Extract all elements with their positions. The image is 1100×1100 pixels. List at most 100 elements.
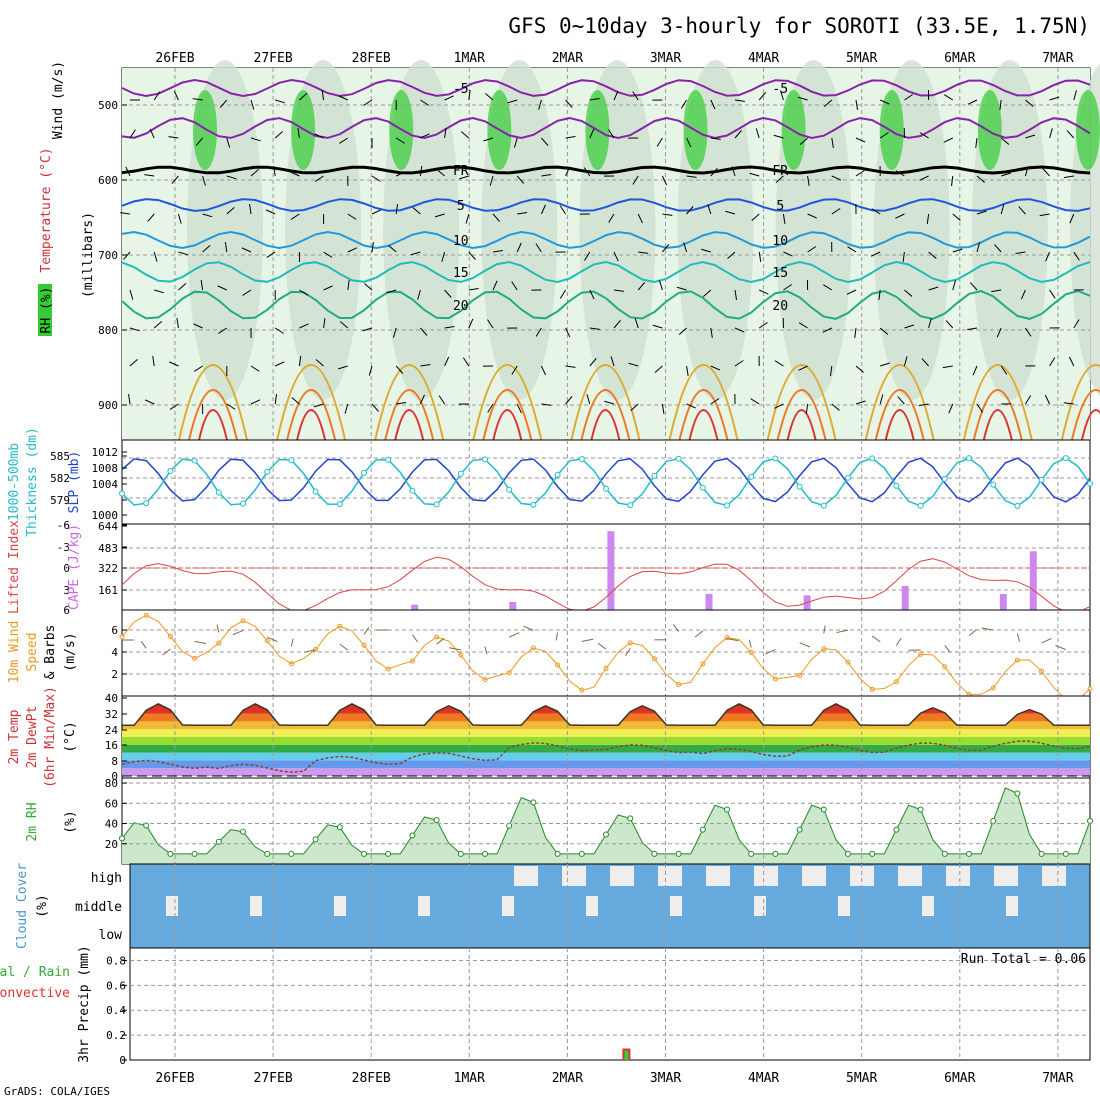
cloud-gap-middle bbox=[586, 896, 598, 916]
cape-label: CAPE (J/kg) bbox=[67, 524, 82, 610]
thickness-marker bbox=[264, 468, 271, 475]
wind-barb bbox=[926, 213, 930, 224]
rh-marker bbox=[457, 850, 464, 857]
wind-barb bbox=[773, 134, 784, 139]
wind-barb bbox=[751, 213, 760, 222]
wind-barb bbox=[1049, 128, 1053, 139]
wind-barb bbox=[774, 403, 784, 409]
date-label-top: 7MAR bbox=[1042, 51, 1073, 66]
wind-barb bbox=[1073, 319, 1080, 329]
warm-contour bbox=[962, 364, 1033, 441]
temp-contour bbox=[121, 165, 1091, 175]
wind-barb bbox=[661, 403, 665, 414]
wind-barb bbox=[219, 99, 228, 108]
cloud-gap-high bbox=[754, 866, 766, 886]
temp-label-3: (6hr Min/Max) bbox=[43, 686, 58, 788]
wind-barb-10m bbox=[765, 649, 776, 655]
wind-barb bbox=[559, 205, 567, 215]
wind-barb bbox=[347, 280, 350, 291]
wind-barb bbox=[976, 175, 985, 183]
wind-barb bbox=[904, 324, 915, 329]
hotter-contour bbox=[982, 409, 1013, 441]
wind-barb bbox=[755, 128, 760, 139]
cape-bar bbox=[901, 585, 909, 610]
contour-label: 20 bbox=[772, 299, 788, 314]
contour-label: FR bbox=[453, 164, 469, 179]
wind-barb bbox=[897, 396, 905, 405]
wind-barb-10m bbox=[871, 635, 881, 643]
wind-barb bbox=[783, 284, 793, 291]
rh-legend-label: RH (%) bbox=[39, 287, 54, 334]
wind-barb bbox=[952, 280, 956, 291]
tick-label: 800 bbox=[98, 324, 118, 337]
wind-barb bbox=[919, 132, 929, 139]
cloud-gap-high bbox=[670, 866, 682, 886]
date-label-top: 4MAR bbox=[748, 51, 779, 66]
wind-barb bbox=[128, 394, 131, 405]
temp-band bbox=[122, 768, 1090, 776]
thickness-marker bbox=[119, 490, 125, 497]
tick-label: 644 bbox=[98, 520, 118, 533]
wind-barb bbox=[654, 365, 663, 374]
rh-marker bbox=[1087, 817, 1093, 824]
cloud-gap-high bbox=[862, 866, 874, 886]
wind-barb bbox=[750, 398, 760, 405]
rh-marker bbox=[845, 850, 851, 857]
cloud-gap-high bbox=[562, 866, 574, 886]
tick-label: 900 bbox=[98, 399, 118, 412]
wind-barb bbox=[831, 208, 841, 215]
wind-barb bbox=[217, 285, 228, 291]
temp-band bbox=[122, 729, 1090, 737]
wind-barb bbox=[468, 288, 479, 291]
wind-barb bbox=[589, 289, 595, 300]
hot-contour bbox=[776, 389, 827, 441]
warm-contour bbox=[276, 364, 347, 441]
wind-barb bbox=[918, 403, 929, 407]
thickness-marker bbox=[966, 455, 972, 462]
wind-barb bbox=[943, 137, 954, 143]
thickness-series bbox=[119, 440, 1093, 524]
wind-barb bbox=[347, 213, 357, 220]
rh-marker bbox=[361, 850, 367, 857]
wind-barb bbox=[952, 213, 961, 221]
rh-marker bbox=[699, 826, 706, 833]
rh-marker bbox=[941, 850, 948, 857]
thickness-marker bbox=[409, 487, 416, 494]
wind-ticks: 6 4 2 bbox=[111, 624, 127, 681]
wind-barb bbox=[171, 175, 179, 184]
wind-barb bbox=[604, 400, 615, 405]
thickness-marker bbox=[651, 472, 658, 479]
warm-contour bbox=[1060, 364, 1100, 441]
cape-bar bbox=[999, 593, 1007, 610]
wind-barb bbox=[338, 365, 348, 370]
contour-label: 15 bbox=[772, 266, 788, 281]
wind-barb bbox=[734, 99, 745, 102]
cloud-gap-high bbox=[1006, 866, 1018, 886]
wind-barb bbox=[659, 280, 663, 291]
rh-marker bbox=[312, 836, 319, 843]
wind-barb-10m bbox=[162, 648, 171, 656]
wind-barb-10m bbox=[267, 636, 278, 642]
wind-barb bbox=[710, 168, 718, 177]
wind-barb bbox=[676, 286, 687, 291]
rh-marker bbox=[1062, 850, 1069, 857]
rh-marker bbox=[748, 850, 755, 857]
thickness-marker bbox=[990, 481, 997, 488]
wind-barb bbox=[419, 166, 423, 177]
wind-barb bbox=[661, 175, 668, 186]
wind-barb bbox=[516, 403, 522, 414]
temp-band bbox=[122, 744, 1090, 753]
wind-barb bbox=[855, 137, 866, 143]
thickness-marker bbox=[215, 489, 222, 496]
wind-barb bbox=[144, 399, 155, 405]
rh-ticks: 80 60 40 20 bbox=[105, 777, 127, 851]
wind-barb-10m bbox=[823, 625, 826, 634]
wind-barb bbox=[879, 327, 889, 335]
wind-barb bbox=[218, 327, 228, 334]
cloud-gap-high bbox=[1042, 866, 1054, 886]
temp-line bbox=[121, 703, 1090, 730]
cloud-gap-middle bbox=[922, 896, 934, 916]
wind-barb bbox=[485, 93, 494, 101]
wind-barb bbox=[265, 209, 276, 215]
hotter-contour bbox=[492, 409, 523, 441]
